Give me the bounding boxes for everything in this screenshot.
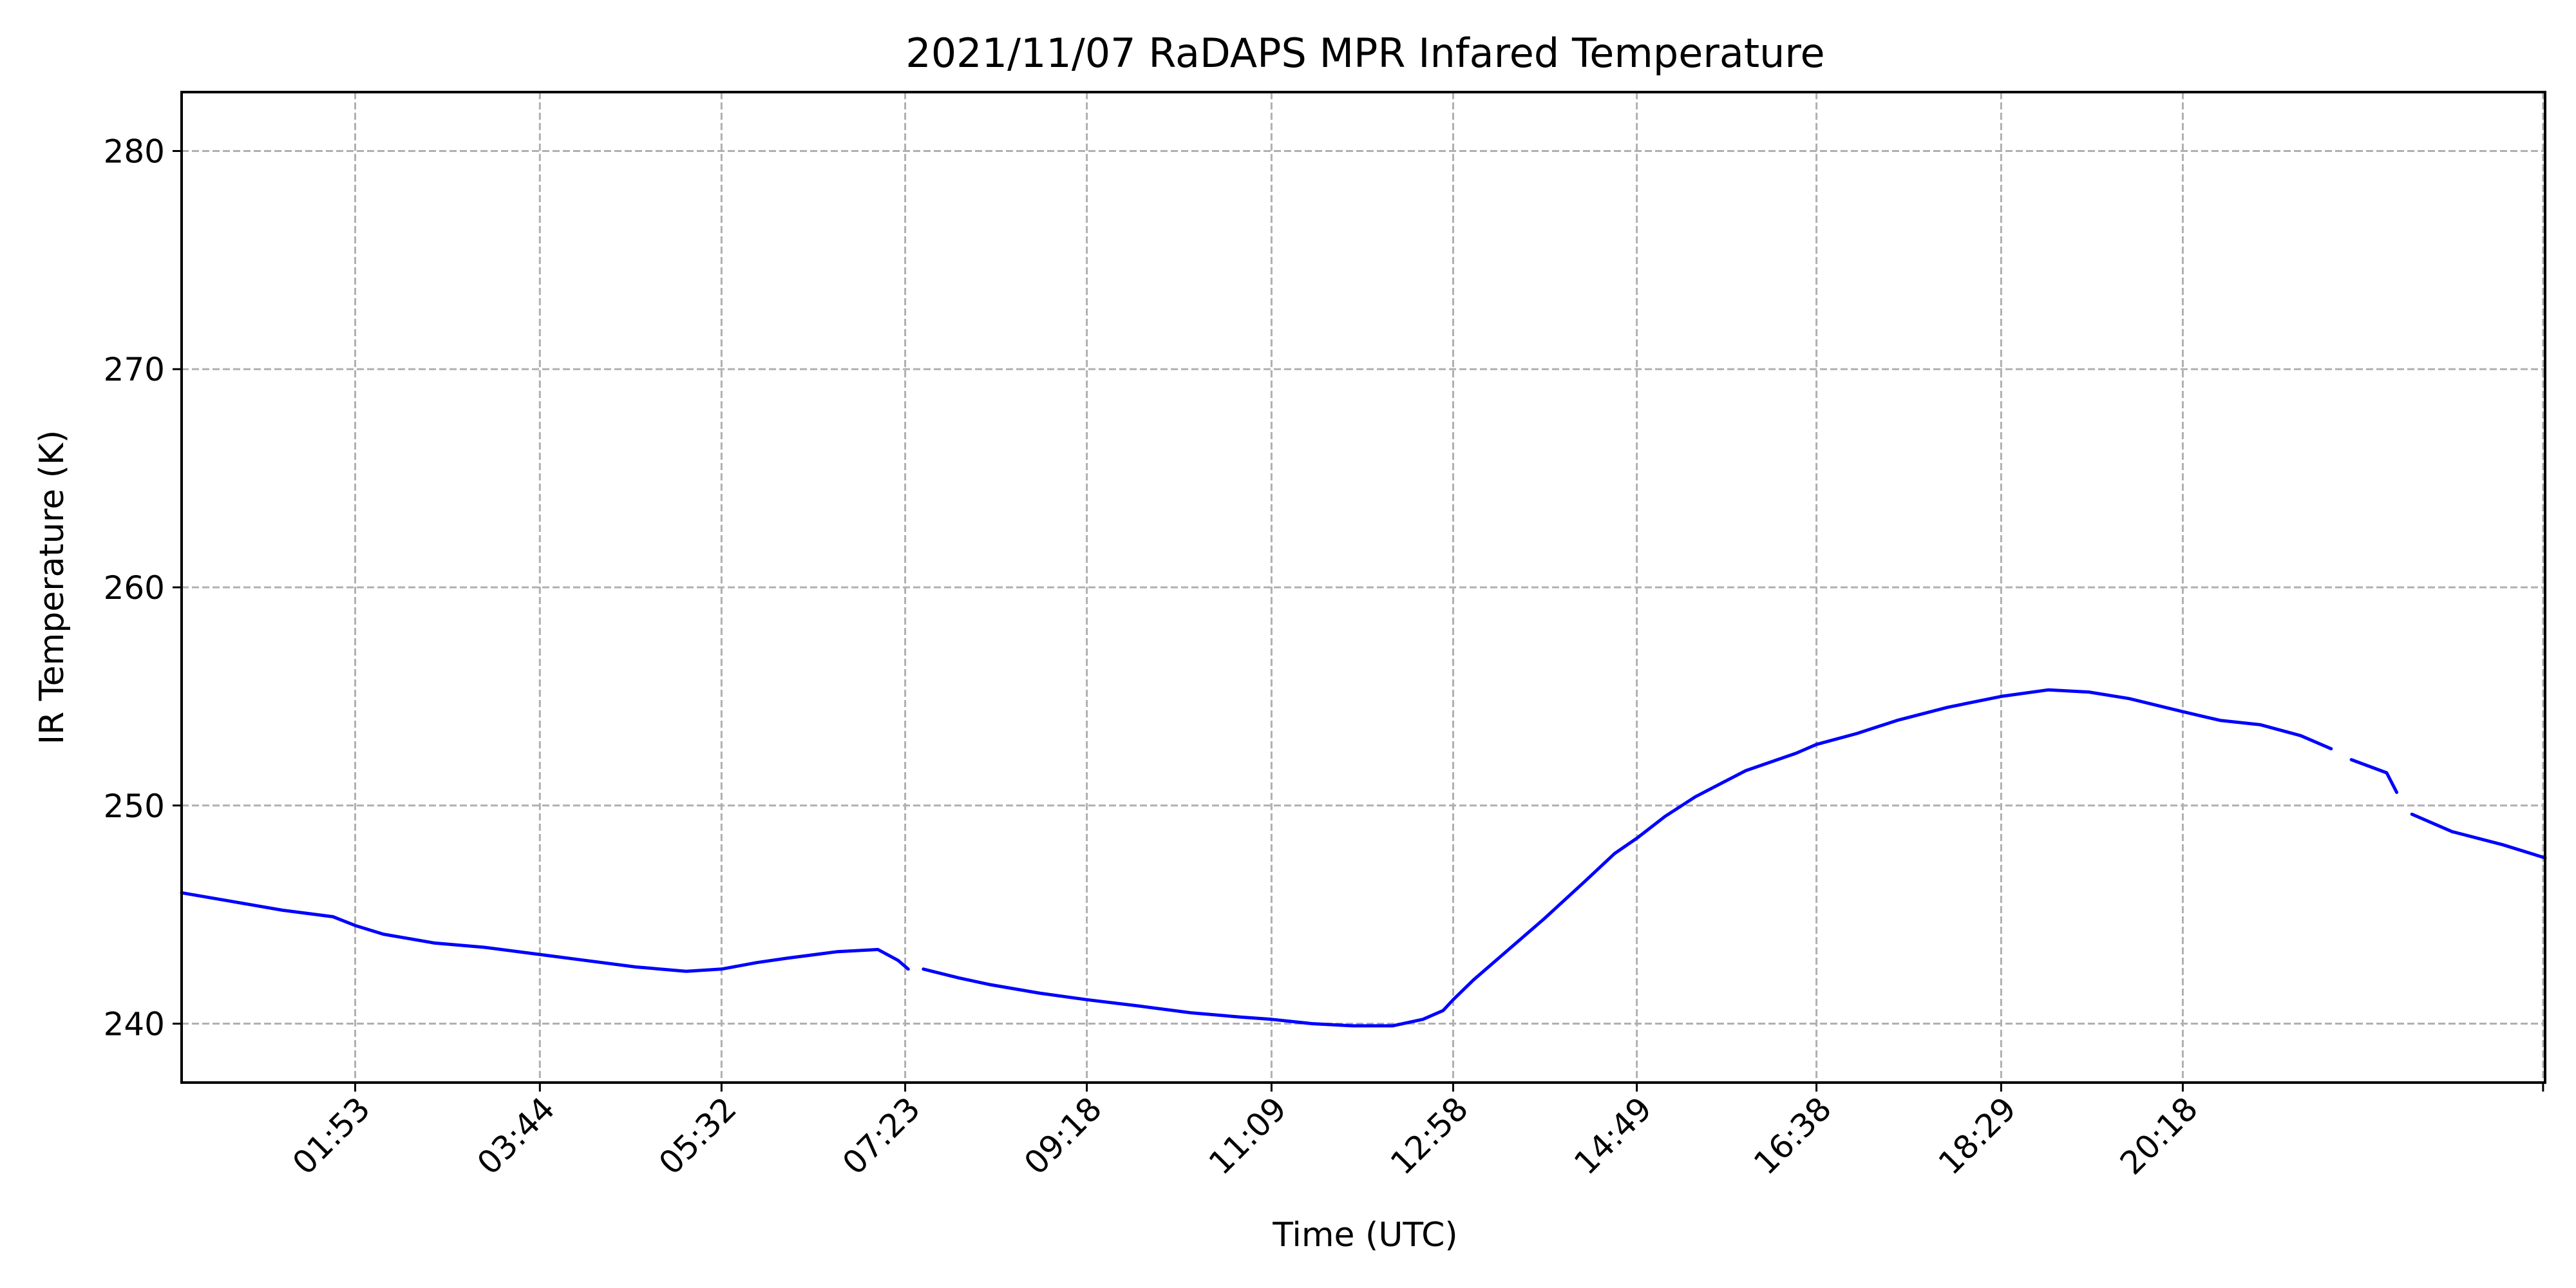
x-tick-label: 11:09: [1202, 1090, 1294, 1182]
x-tick-label: 05:32: [652, 1090, 744, 1182]
y-tick-label: 240: [104, 1006, 165, 1043]
ir-temperature-line-segment: [180, 891, 910, 973]
data-series: [180, 688, 2547, 1028]
chart-title: 2021/11/07 RaDAPS MPR Infared Temperatur…: [905, 30, 1824, 77]
x-axis-label: Time (UTC): [1272, 1216, 1457, 1255]
y-tick-label: 260: [104, 569, 165, 607]
x-tick-label: 14:49: [1567, 1090, 1659, 1182]
x-tick-label: 16:38: [1747, 1090, 1839, 1182]
ir-temperature-line-segment: [922, 688, 2333, 1028]
ir-temperature-line-segment: [2349, 758, 2399, 794]
grid: [182, 92, 2545, 1083]
ir-temperature-line-segment: [2410, 812, 2547, 860]
y-tick-label: 280: [104, 133, 165, 170]
x-tick-label: 18:29: [1931, 1090, 2023, 1182]
y-tick-label: 270: [104, 351, 165, 388]
x-tick-label: 20:18: [2113, 1090, 2205, 1182]
x-tick-label: 12:58: [1383, 1090, 1475, 1182]
y-axis-label: IR Temperature (K): [33, 430, 71, 745]
x-tick-label: 07:23: [835, 1090, 927, 1182]
x-tick-label: 09:18: [1017, 1090, 1109, 1182]
x-tick-label: 03:44: [470, 1090, 562, 1182]
x-tick-label: 01:53: [285, 1090, 377, 1182]
y-tick-label: 250: [104, 788, 165, 825]
plot-area-frame: [180, 91, 2546, 1084]
